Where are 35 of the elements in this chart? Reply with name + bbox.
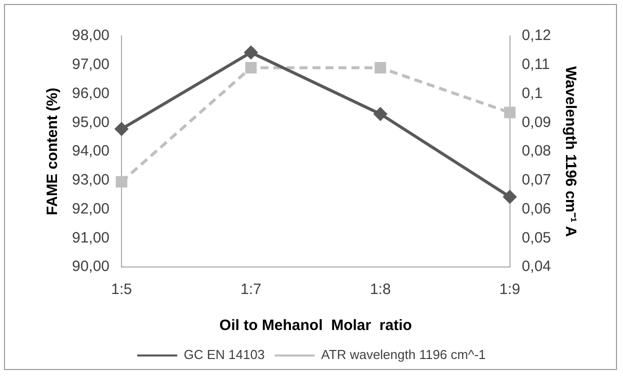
y2-tick-label: 0,05 xyxy=(522,229,552,246)
y-tick-label: 91,00 xyxy=(72,229,110,246)
y-tick-label: 90,00 xyxy=(72,258,110,276)
y2-tick-label: 0,06 xyxy=(522,200,552,218)
point xyxy=(115,122,128,136)
x-tick-label: 1:7 xyxy=(240,281,262,298)
y2-tick-label: 0,07 xyxy=(522,172,552,189)
y2-tick-label: 0,12 xyxy=(522,27,552,44)
y2-tick-label: 0,04 xyxy=(522,258,552,276)
point xyxy=(504,106,516,118)
x-tick-label: 1:9 xyxy=(499,281,520,298)
point xyxy=(245,62,257,74)
y2-tick-label: 0,1 xyxy=(522,84,543,102)
y2-tick-label: 0,08 xyxy=(522,142,552,160)
point xyxy=(244,46,258,59)
x-tick-label: 1:5 xyxy=(111,281,132,298)
y-tick-label: 96,00 xyxy=(72,84,110,102)
x-tick-label: 1:8 xyxy=(370,281,391,298)
y2-tick-label: 0,09 xyxy=(522,114,552,131)
legend-label: ATR wavelength 1196 cm^-1 xyxy=(321,347,486,362)
y-tick-label: 97,00 xyxy=(72,56,110,74)
y-tick-label: 93,00 xyxy=(72,172,110,189)
y-tick-label: 98,00 xyxy=(72,27,110,44)
y-tick-label: 92,00 xyxy=(72,200,110,218)
point xyxy=(116,176,128,188)
y-tick-label: 95,00 xyxy=(72,114,110,131)
y2-tick-label: 0,11 xyxy=(522,56,550,74)
y-axis-title: FAME content (%) xyxy=(44,88,62,216)
y2-axis-title: Wavelength 1196 cm⁻¹ A xyxy=(562,66,579,237)
y-tick-label: 94,00 xyxy=(72,142,110,160)
point xyxy=(374,62,386,74)
point xyxy=(503,190,516,204)
point xyxy=(374,107,387,120)
x-axis-title: Oil to Mehanol Molar ratio xyxy=(219,317,412,334)
legend-label: GC EN 14103 xyxy=(184,347,265,362)
